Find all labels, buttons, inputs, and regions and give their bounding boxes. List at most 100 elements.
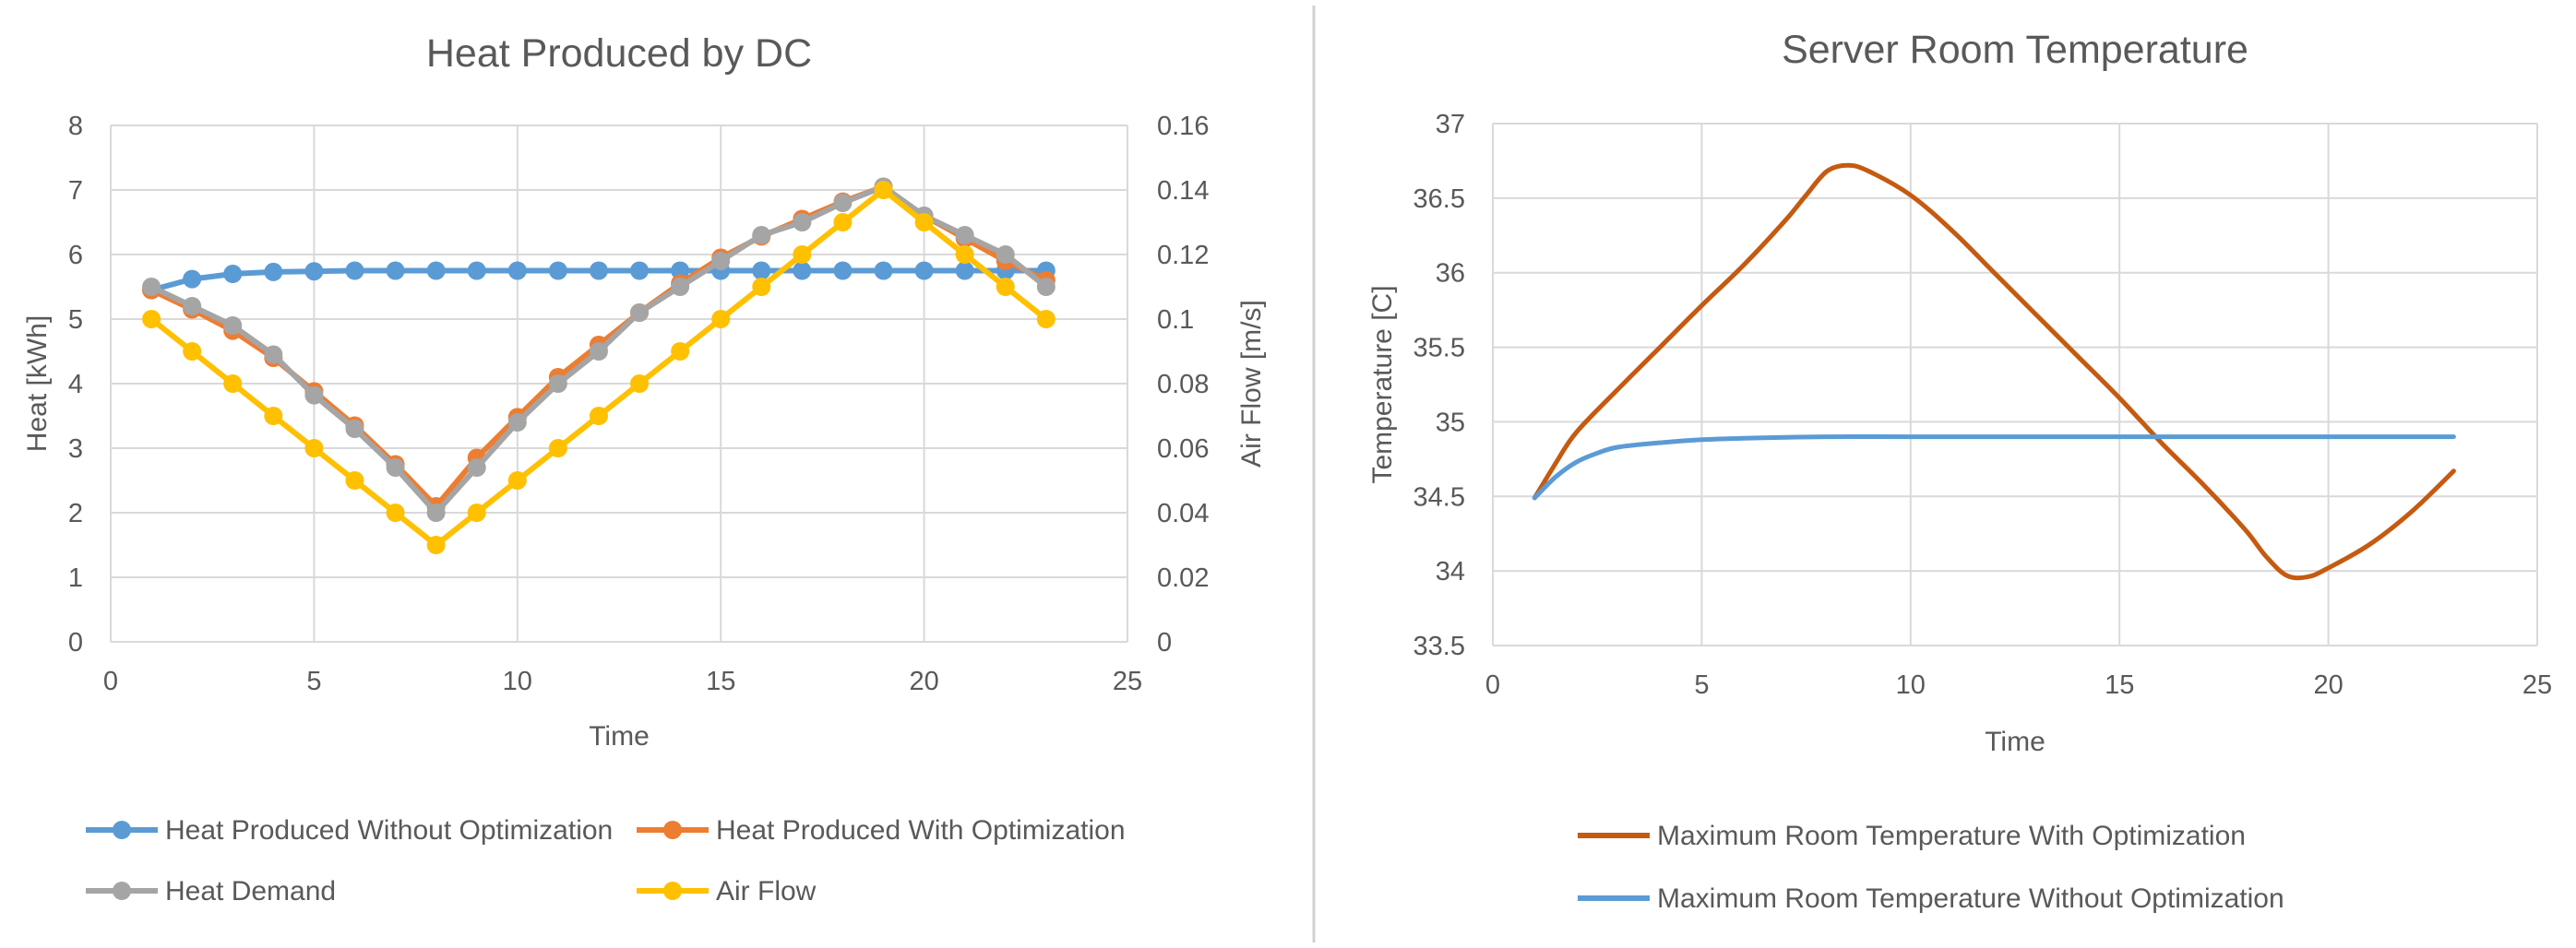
- data-point: [630, 261, 650, 280]
- y-tick-label: 37: [1436, 110, 1465, 139]
- heat-produced-chart: Heat Produced by DC 0 5 10 15 20 25 0 1 2 3 4 5 6 7 8 0 0…: [22, 31, 1267, 907]
- y-tick-label: 6: [68, 241, 83, 270]
- data-point: [955, 245, 974, 264]
- x-tick-label: 0: [1485, 670, 1500, 700]
- data-point: [264, 407, 283, 425]
- legend-swatch-marker: [113, 821, 131, 839]
- x-tick-label: 20: [909, 667, 938, 696]
- data-point: [345, 471, 364, 490]
- series-maximum-room-temperature-without-optimization: [1532, 433, 2456, 501]
- data-point: [955, 226, 974, 244]
- data-point: [507, 471, 527, 490]
- y-tick-label: 7: [68, 176, 83, 206]
- y2-tick-label: 0.06: [1157, 434, 1209, 464]
- legend-label: Heat Produced With Optimization: [716, 815, 1126, 846]
- data-point: [955, 261, 974, 280]
- data-point: [264, 262, 283, 281]
- data-point: [426, 504, 446, 522]
- x-tick-label: 0: [103, 667, 118, 696]
- y2-tick-label: 0.1: [1157, 305, 1194, 335]
- series-heat-demand: [142, 177, 1055, 522]
- y-tick-label: 33.5: [1413, 632, 1465, 661]
- data-point: [467, 458, 486, 477]
- data-point: [630, 303, 650, 322]
- y-tick-label: 4: [68, 370, 83, 399]
- series-line: [1532, 433, 2456, 501]
- y2-axis-title: Air Flow [m/s]: [1236, 300, 1267, 468]
- data-point: [914, 213, 934, 231]
- data-point: [467, 261, 486, 280]
- y-tick-label: 1: [68, 563, 83, 593]
- y2-tick-label: 0.14: [1157, 176, 1209, 206]
- data-point: [833, 213, 853, 231]
- data-point: [671, 278, 690, 296]
- data-point: [752, 261, 771, 280]
- data-point: [264, 345, 283, 364]
- y-tick-label: 34.5: [1413, 482, 1465, 512]
- legend-item: Maximum Room Temperature With Optimizati…: [1578, 821, 2246, 851]
- data-point: [507, 413, 527, 432]
- x-tick-label: 10: [1896, 670, 1926, 700]
- x-tick-label: 15: [2105, 670, 2134, 700]
- data-point: [589, 342, 608, 361]
- legend-label: Maximum Room Temperature Without Optimiz…: [1657, 883, 2284, 914]
- data-point: [1036, 310, 1055, 328]
- data-point: [874, 261, 893, 280]
- data-point: [833, 261, 853, 280]
- y2-tick-label: 0.02: [1157, 563, 1209, 593]
- x-tick-label: 25: [2522, 670, 2552, 700]
- y-axis-title: Temperature [C]: [1367, 285, 1398, 483]
- data-point: [833, 194, 853, 212]
- data-point: [304, 262, 324, 281]
- y2-tick-label: 0.08: [1157, 370, 1209, 399]
- data-point: [345, 420, 364, 438]
- data-point: [996, 245, 1015, 264]
- x-tick-label: 25: [1113, 667, 1142, 696]
- server-room-temperature-chart: Server Room Temperature 0 5 10 15 20 25 33.5 34 3…: [1367, 28, 2552, 914]
- series-line: [1532, 162, 2456, 581]
- data-point: [507, 261, 527, 280]
- series-air-flow: [142, 181, 1055, 554]
- data-point: [589, 407, 608, 425]
- data-point: [793, 245, 812, 264]
- y-tick-label: 0: [68, 628, 83, 658]
- data-point: [711, 310, 731, 328]
- data-point: [386, 458, 405, 477]
- y-tick-label: 8: [68, 112, 83, 141]
- legend-label: Air Flow: [716, 876, 817, 907]
- x-tick-label: 10: [503, 667, 532, 696]
- y-tick-label: 34: [1436, 557, 1465, 587]
- data-point: [183, 297, 202, 315]
- data-point: [548, 374, 567, 393]
- y2-tick-label: 0: [1157, 628, 1172, 658]
- y-tick-label: 3: [68, 434, 83, 464]
- data-point: [671, 342, 690, 361]
- data-point: [345, 261, 364, 280]
- legend-swatch-marker: [113, 882, 131, 900]
- data-point: [386, 504, 405, 522]
- data-point: [467, 504, 486, 522]
- chart-title: Server Room Temperature: [1782, 28, 2248, 72]
- series-heat-produced-without-optimization: [142, 261, 1055, 300]
- data-point: [426, 536, 446, 554]
- y-tick-label: 5: [68, 305, 83, 335]
- data-point: [589, 261, 608, 280]
- data-point: [223, 316, 243, 335]
- data-point: [793, 261, 812, 280]
- legend-item: Air Flow: [637, 876, 817, 907]
- data-point: [996, 278, 1015, 296]
- x-tick-label: 15: [706, 667, 735, 696]
- legend-swatch-marker: [663, 821, 682, 839]
- data-point: [548, 261, 567, 280]
- legend-label: Heat Demand: [165, 876, 336, 907]
- x-axis-title: Time: [1985, 727, 2045, 757]
- data-point: [304, 439, 324, 457]
- y-tick-label: 35.5: [1413, 334, 1465, 363]
- x-tick-label: 5: [306, 667, 321, 696]
- y-tick-label: 36.5: [1413, 184, 1465, 214]
- x-tick-label: 5: [1694, 670, 1709, 700]
- legend-label: Maximum Room Temperature With Optimizati…: [1657, 821, 2246, 851]
- data-point: [183, 342, 202, 361]
- y2-tick-label: 0.16: [1157, 112, 1209, 141]
